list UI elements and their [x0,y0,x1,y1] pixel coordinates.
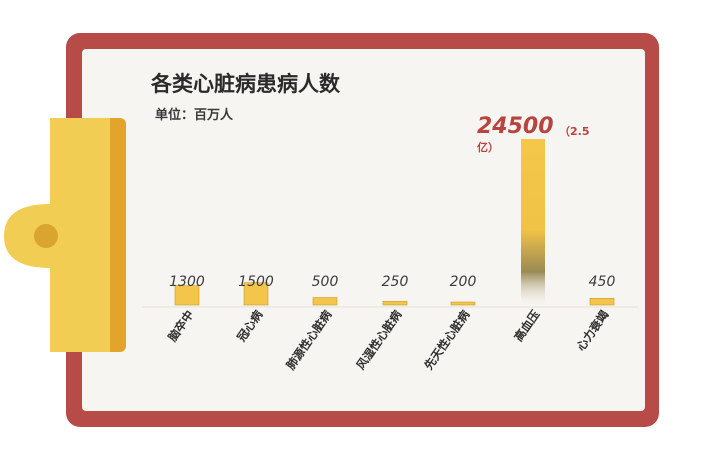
value-label-7: 450 [589,274,616,290]
bar-4 [382,300,408,306]
bar-3 [312,297,338,306]
value-label-3: 500 [312,274,339,290]
category-label-4: 风湿性心脏病 [353,307,404,372]
clipboard-clip-icon [4,118,126,352]
category-label-3: 肺源性心脏病 [283,307,334,372]
highlight-value-label: 24500 [477,114,554,139]
category-label-6: 高血压 [511,307,543,344]
chart-paper [82,49,645,411]
value-label-2: 1500 [238,274,274,290]
bar-5 [450,301,476,306]
highlight-note-line1: （2.5 [559,125,590,138]
chart-unit: 单位：百万人 [155,108,234,123]
highlight-note-line2: 亿） [477,141,499,154]
bar-7 [589,297,615,306]
category-label-1: 脑卒中 [165,308,196,344]
category-label-2: 冠心病 [234,307,266,344]
chart-title: 各类心脏病患病人数 [151,72,340,96]
value-label-5: 200 [450,274,477,290]
bar-6 [521,139,545,305]
category-label-7: 心力衰竭 [574,307,612,353]
value-label-4: 250 [382,274,409,290]
bar-1 [174,285,200,306]
value-label-1: 1300 [169,274,205,290]
category-label-5: 先天性心脏病 [421,307,472,372]
bar-2 [243,282,269,306]
